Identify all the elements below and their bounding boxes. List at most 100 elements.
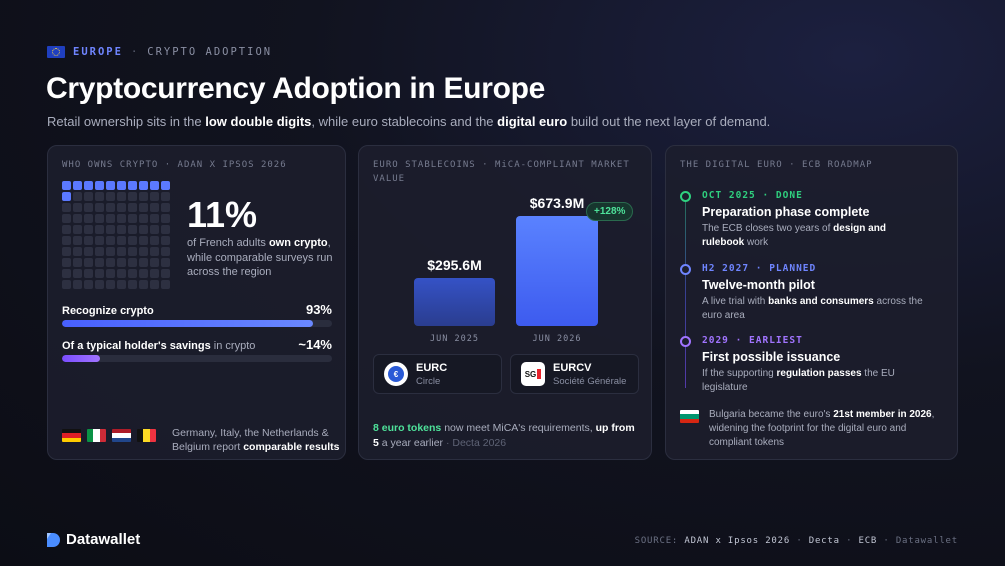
brand-name: Datawallet xyxy=(66,531,141,548)
dot-cell xyxy=(139,258,148,267)
ownership-dot-grid xyxy=(62,181,170,289)
dot-cell xyxy=(150,236,159,245)
stat-label: Of a typical holder's savings in crypto xyxy=(62,340,255,352)
source-prefix: SOURCE: xyxy=(634,536,679,546)
dot-cell xyxy=(73,214,82,223)
dot-cell xyxy=(150,214,159,223)
dot-cell xyxy=(73,236,82,245)
desc-text: work xyxy=(744,237,769,248)
dot-cell xyxy=(95,225,104,234)
card-label: EURO STABLECOINS · MiCA-COMPLIANT MARKET… xyxy=(373,160,630,184)
token-issuer: Société Générale xyxy=(553,375,627,387)
dot-cell xyxy=(150,181,159,190)
country-flags xyxy=(62,429,156,442)
dot-cell xyxy=(84,192,93,201)
token-list: € EURC Circle SG EURCV Société Générale xyxy=(373,354,639,394)
dot-cell xyxy=(128,225,137,234)
dot-cell xyxy=(161,181,170,190)
bar-2025 xyxy=(414,278,495,326)
dot-cell xyxy=(117,258,126,267)
bar-2026 xyxy=(516,216,598,326)
footnote-text: a year earlier xyxy=(378,436,444,449)
stat-value: ~14% xyxy=(298,337,332,352)
dot-cell xyxy=(84,181,93,190)
token-issuer: Circle xyxy=(416,375,441,387)
subtitle-text: , while euro stablecoins and the xyxy=(311,114,498,129)
dot-cell xyxy=(84,280,93,289)
token-eurcv[interactable]: SG EURCV Société Générale xyxy=(510,354,639,394)
desc-emphasis: own crypto xyxy=(268,237,328,249)
dot-cell xyxy=(128,192,137,201)
brand-logo[interactable]: Datawallet xyxy=(46,531,140,548)
stat-label-text: Recognize crypto xyxy=(62,305,154,317)
bar-date-2025: JUN 2025 xyxy=(430,334,479,344)
bar-date-2026: JUN 2026 xyxy=(532,334,582,344)
token-eurc[interactable]: € EURC Circle xyxy=(373,354,502,394)
dot-cell xyxy=(128,280,137,289)
dot-cell xyxy=(150,280,159,289)
dot-cell xyxy=(62,236,71,245)
timeline-date: 2029 · EARLIEST xyxy=(702,335,803,346)
source-item: ADAN x Ipsos 2026 xyxy=(684,536,791,546)
dot-cell xyxy=(161,247,170,256)
note-text: Bulgaria became the euro's xyxy=(709,409,834,420)
eu-flag-icon xyxy=(47,46,65,58)
dot-cell xyxy=(117,181,126,190)
footnote-text: now meet MiCA's requirements, xyxy=(441,422,596,434)
dot-cell xyxy=(62,269,71,278)
desc-text: , while comparable surveys run across th… xyxy=(187,237,333,278)
dot-cell xyxy=(84,247,93,256)
dot-cell xyxy=(161,214,170,223)
dot-cell xyxy=(62,181,71,190)
dot-cell xyxy=(62,225,71,234)
timeline-desc: A live trial with banks and consumers ac… xyxy=(702,295,930,323)
source-item: Decta xyxy=(808,536,840,546)
dot-cell xyxy=(117,214,126,223)
dot-cell xyxy=(128,181,137,190)
dot-cell xyxy=(150,247,159,256)
dot-cell xyxy=(84,225,93,234)
dot-cell xyxy=(139,280,148,289)
timeline-title: Twelve-month pilot xyxy=(702,278,815,292)
dot-cell xyxy=(106,192,115,201)
dot-cell xyxy=(84,236,93,245)
stat-label-bold: Of a typical holder's savings xyxy=(62,340,211,352)
dot-cell xyxy=(161,280,170,289)
desc-text: The ECB closes two years of xyxy=(702,223,834,234)
dot-cell xyxy=(128,236,137,245)
dot-cell xyxy=(73,192,82,201)
dot-cell xyxy=(161,269,170,278)
bar-value-2026: $673.9M xyxy=(529,195,585,211)
ownership-headline-value: 11% xyxy=(187,194,258,235)
dot-cell xyxy=(73,269,82,278)
dot-cell xyxy=(117,203,126,212)
dot-cell xyxy=(62,192,71,201)
dot-cell xyxy=(62,214,71,223)
timeline-line xyxy=(685,198,686,388)
stablecoin-card: EURO STABLECOINS · MiCA-COMPLIANT MARKET… xyxy=(358,145,652,460)
datawallet-logo-icon xyxy=(47,532,60,547)
dot-cell xyxy=(73,280,82,289)
dot-cell xyxy=(139,203,148,212)
dot-cell xyxy=(139,181,148,190)
dot-cell xyxy=(161,203,170,212)
dot-cell xyxy=(139,247,148,256)
eurc-icon: € xyxy=(384,362,408,386)
timeline-item-earliest: 2029 · EARLIEST First possible issuance … xyxy=(680,335,950,395)
timeline-dot-icon xyxy=(680,191,691,202)
ownership-card: WHO OWNS CRYPTO · ADAN X IPSOS 2026 11% … xyxy=(47,145,346,460)
timeline-title: First possible issuance xyxy=(702,350,841,364)
dot-cell xyxy=(73,181,82,190)
belgium-flag-icon xyxy=(137,429,156,442)
source-separator: · xyxy=(796,536,803,546)
dot-cell xyxy=(62,258,71,267)
dot-cell xyxy=(73,258,82,267)
dot-cell xyxy=(150,203,159,212)
dot-cell xyxy=(62,280,71,289)
eyebrow-region: EUROPE xyxy=(73,46,123,58)
desc-emphasis: regulation passes xyxy=(776,368,862,379)
dot-cell xyxy=(161,192,170,201)
dot-cell xyxy=(95,214,104,223)
subtitle-emphasis: digital euro xyxy=(497,114,568,129)
desc-emphasis: design and rulebook xyxy=(702,223,886,248)
